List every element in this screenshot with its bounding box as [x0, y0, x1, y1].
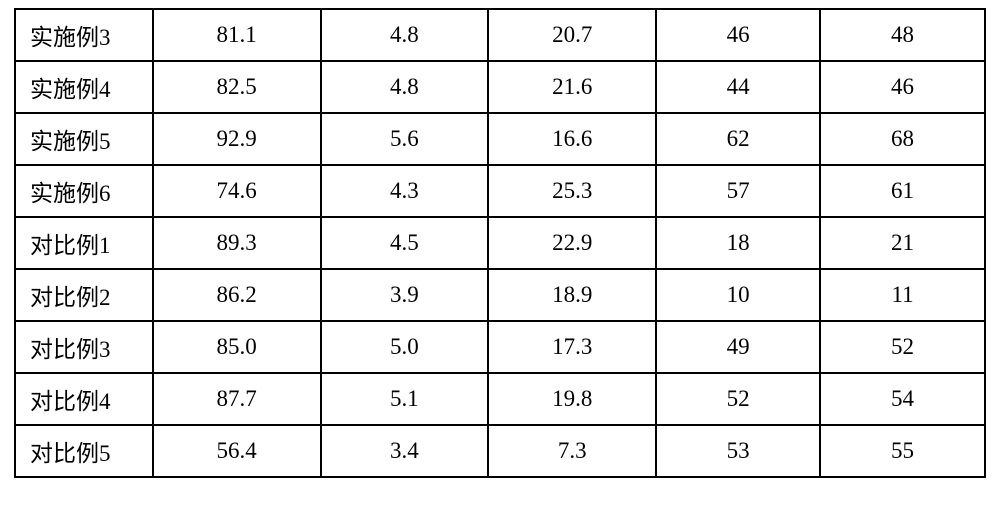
- cell-value: 48: [820, 9, 985, 61]
- cell-label: 对比例4: [15, 373, 153, 425]
- cell-value: 82.5: [153, 61, 321, 113]
- cell-value: 18: [656, 217, 820, 269]
- cell-value: 46: [656, 9, 820, 61]
- cell-value: 11: [820, 269, 985, 321]
- cell-value: 7.3: [488, 425, 656, 477]
- cell-value: 44: [656, 61, 820, 113]
- cell-value: 54: [820, 373, 985, 425]
- cell-value: 4.8: [321, 9, 489, 61]
- cell-value: 57: [656, 165, 820, 217]
- cell-value: 53: [656, 425, 820, 477]
- cell-value: 4.8: [321, 61, 489, 113]
- cell-value: 56.4: [153, 425, 321, 477]
- cell-value: 4.3: [321, 165, 489, 217]
- cell-value: 3.4: [321, 425, 489, 477]
- cell-label: 对比例3: [15, 321, 153, 373]
- table-row: 对比例3 85.0 5.0 17.3 49 52: [15, 321, 985, 373]
- cell-value: 17.3: [488, 321, 656, 373]
- cell-label: 实施例5: [15, 113, 153, 165]
- cell-value: 55: [820, 425, 985, 477]
- table-row: 实施例5 92.9 5.6 16.6 62 68: [15, 113, 985, 165]
- cell-value: 22.9: [488, 217, 656, 269]
- cell-label: 实施例4: [15, 61, 153, 113]
- cell-value: 74.6: [153, 165, 321, 217]
- table-row: 实施例4 82.5 4.8 21.6 44 46: [15, 61, 985, 113]
- cell-value: 25.3: [488, 165, 656, 217]
- cell-value: 21: [820, 217, 985, 269]
- cell-value: 87.7: [153, 373, 321, 425]
- cell-value: 21.6: [488, 61, 656, 113]
- table-row: 实施例6 74.6 4.3 25.3 57 61: [15, 165, 985, 217]
- cell-value: 52: [820, 321, 985, 373]
- cell-value: 5.0: [321, 321, 489, 373]
- cell-value: 81.1: [153, 9, 321, 61]
- cell-value: 61: [820, 165, 985, 217]
- cell-value: 16.6: [488, 113, 656, 165]
- table-row: 对比例1 89.3 4.5 22.9 18 21: [15, 217, 985, 269]
- cell-label: 实施例3: [15, 9, 153, 61]
- cell-value: 49: [656, 321, 820, 373]
- cell-value: 4.5: [321, 217, 489, 269]
- cell-value: 92.9: [153, 113, 321, 165]
- table-row: 对比例5 56.4 3.4 7.3 53 55: [15, 425, 985, 477]
- cell-value: 5.1: [321, 373, 489, 425]
- cell-label: 对比例2: [15, 269, 153, 321]
- cell-value: 3.9: [321, 269, 489, 321]
- cell-label: 实施例6: [15, 165, 153, 217]
- cell-value: 85.0: [153, 321, 321, 373]
- page: 实施例3 81.1 4.8 20.7 46 48 实施例4 82.5 4.8 2…: [0, 0, 1000, 511]
- cell-value: 68: [820, 113, 985, 165]
- cell-label: 对比例5: [15, 425, 153, 477]
- cell-value: 5.6: [321, 113, 489, 165]
- cell-value: 46: [820, 61, 985, 113]
- table-row: 对比例4 87.7 5.1 19.8 52 54: [15, 373, 985, 425]
- cell-value: 20.7: [488, 9, 656, 61]
- cell-value: 10: [656, 269, 820, 321]
- cell-value: 19.8: [488, 373, 656, 425]
- cell-value: 89.3: [153, 217, 321, 269]
- table-row: 实施例3 81.1 4.8 20.7 46 48: [15, 9, 985, 61]
- cell-value: 52: [656, 373, 820, 425]
- cell-value: 62: [656, 113, 820, 165]
- table-row: 对比例2 86.2 3.9 18.9 10 11: [15, 269, 985, 321]
- cell-value: 86.2: [153, 269, 321, 321]
- table-body: 实施例3 81.1 4.8 20.7 46 48 实施例4 82.5 4.8 2…: [15, 9, 985, 477]
- cell-value: 18.9: [488, 269, 656, 321]
- data-table: 实施例3 81.1 4.8 20.7 46 48 实施例4 82.5 4.8 2…: [14, 8, 986, 478]
- cell-label: 对比例1: [15, 217, 153, 269]
